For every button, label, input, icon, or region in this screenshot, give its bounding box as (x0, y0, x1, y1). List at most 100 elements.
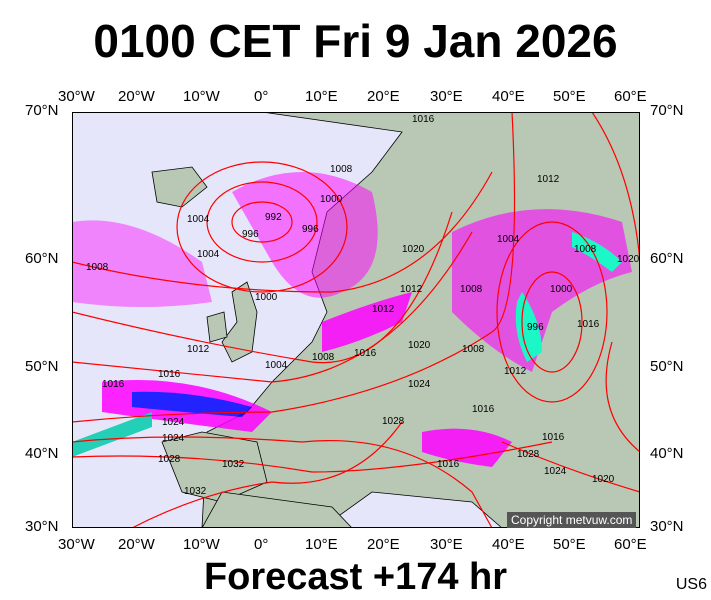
isobar (605, 341, 640, 453)
isobar-label: 1020 (592, 474, 615, 485)
isobar-label: 1004 (197, 249, 220, 260)
lon-label: 40°E (492, 536, 525, 553)
isobar-label: 1016 (158, 369, 181, 380)
iberia (161, 431, 268, 503)
isobar (206, 181, 318, 263)
isobar-label: 1016 (577, 319, 600, 330)
lon-label: 30°E (430, 88, 463, 105)
copyright-label: Copyright metvuw.com (507, 512, 637, 528)
weather-map: 1016 1004 992 996 996 1000 1004 1008 100… (72, 112, 640, 528)
isobar-label: 1008 (86, 262, 109, 273)
precip-area (322, 292, 412, 352)
lon-label: 60°E (614, 88, 647, 105)
lon-label: 60°E (614, 536, 647, 553)
isobar-label: 1024 (162, 417, 185, 428)
isobar (72, 211, 453, 364)
isobar (231, 201, 293, 243)
isobar-label: 1020 (408, 340, 431, 351)
isobar-label: 1012 (187, 344, 210, 355)
isobar-label: 1008 (312, 352, 335, 363)
isobar (72, 171, 493, 293)
precipitation (72, 172, 632, 467)
great-britain (221, 281, 258, 363)
lat-label: 50°N (650, 358, 684, 375)
isobar-label: 1032 (184, 486, 207, 497)
lon-label: 30°W (58, 536, 95, 553)
lon-label: 20°W (118, 88, 155, 105)
isobar-label: 1004 (497, 234, 520, 245)
lat-label: 30°N (25, 518, 59, 535)
isobar (496, 221, 608, 403)
lon-label: 20°W (118, 536, 155, 553)
lat-label: 70°N (650, 102, 684, 119)
lon-label: 0° (254, 536, 269, 553)
isobar (176, 161, 348, 293)
isobar-label: 1016 (354, 348, 377, 359)
lat-label: 40°N (25, 445, 59, 462)
isobar-label: 1020 (402, 244, 425, 255)
isobar (72, 231, 473, 383)
isobar-label: 1024 (408, 379, 431, 390)
isobar-label: 1000 (550, 284, 573, 295)
iceland (151, 166, 208, 208)
isobar (131, 421, 403, 528)
lat-label: 70°N (25, 102, 59, 119)
lon-label: 10°E (305, 536, 338, 553)
lon-label: 20°E (367, 88, 400, 105)
isobar-label: 1008 (462, 344, 485, 355)
isobar-label: 1024 (544, 466, 567, 477)
lon-label: 50°E (553, 88, 586, 105)
isobar-label: 1028 (517, 449, 540, 460)
isobar-labels: 1016 1004 992 996 996 1000 1004 1008 100… (86, 114, 640, 497)
model-code: US6 (675, 576, 707, 593)
precip-area (422, 428, 512, 467)
isobar-label: 1032 (222, 459, 245, 470)
isobar-label: 996 (242, 229, 259, 240)
lon-label: 20°E (367, 536, 400, 553)
isobar-label: 1016 (542, 432, 565, 443)
isobar (72, 112, 516, 423)
isobar-label: 1020 (617, 254, 640, 265)
isobar (72, 436, 493, 528)
lon-label: 50°E (553, 536, 586, 553)
lat-label: 60°N (650, 250, 684, 267)
isobar-label: 1004 (187, 214, 210, 225)
lon-label: 10°W (183, 88, 220, 105)
isobars (72, 112, 640, 528)
lon-label: 30°E (430, 536, 463, 553)
isobar-label: 1016 (472, 404, 495, 415)
isobar-label: 1012 (400, 284, 423, 295)
isobar-label: 996 (527, 322, 544, 333)
isobar-label: 1008 (460, 284, 483, 295)
isobar-label: 1000 (320, 194, 343, 205)
isobar-label: 996 (302, 224, 319, 235)
precip-area (572, 232, 622, 272)
isobar-label: 1016 (412, 114, 435, 125)
isobar-label: 1028 (382, 416, 405, 427)
lat-label: 30°N (650, 518, 684, 535)
isobar-label: 1008 (574, 244, 597, 255)
lat-label: 50°N (25, 358, 59, 375)
isobar-label: 1012 (372, 304, 395, 315)
lat-label: 40°N (650, 445, 684, 462)
isobar-label: 1004 (265, 360, 288, 371)
lon-label: 10°E (305, 88, 338, 105)
ireland (206, 311, 228, 343)
isobar (591, 112, 640, 263)
lon-label: 10°W (183, 536, 220, 553)
north-africa (201, 491, 353, 528)
isobar (501, 441, 640, 493)
lon-label: 30°W (58, 88, 95, 105)
precip-area (132, 391, 252, 417)
isobar-label: 1016 (102, 379, 125, 390)
isobar-label: 1000 (255, 292, 278, 303)
lon-label: 0° (254, 88, 269, 105)
isobar-label: 1012 (504, 366, 527, 377)
precip-area (72, 412, 152, 457)
precip-area (72, 220, 212, 307)
isobar-label: 1012 (537, 174, 560, 185)
lon-label: 40°E (492, 88, 525, 105)
isobar-label: 1008 (330, 164, 353, 175)
isobar (521, 271, 583, 373)
isobar-label: 1024 (162, 433, 185, 444)
